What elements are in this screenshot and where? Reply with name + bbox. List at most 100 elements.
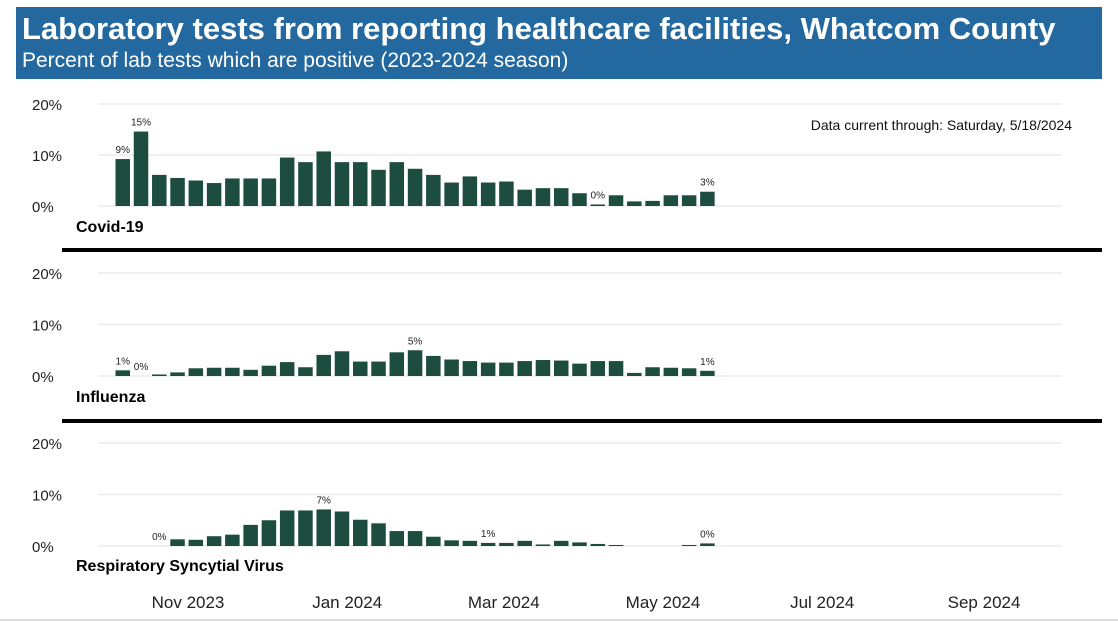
bar: [462, 540, 478, 546]
x-tick-label: Sep 2024: [948, 593, 1021, 612]
bar: [663, 367, 679, 376]
bar: [170, 177, 185, 206]
header-banner: Laboratory tests from reporting healthca…: [16, 7, 1102, 79]
bar: [590, 361, 606, 376]
bar: [170, 372, 185, 376]
y-tick-label: 20%: [32, 436, 62, 453]
bar: [152, 374, 167, 376]
panel-title: Respiratory Syncytial Virus: [76, 558, 284, 575]
bar: [444, 359, 459, 376]
data-label: 5%: [408, 336, 423, 347]
bar: [407, 168, 423, 206]
bar: [608, 544, 624, 546]
bar: [681, 544, 697, 546]
y-tick-label: 0%: [32, 199, 54, 216]
bar: [371, 361, 386, 376]
bar: [645, 367, 660, 376]
bar: [553, 360, 569, 376]
bar: [225, 534, 240, 546]
bar: [261, 178, 277, 206]
x-tick-label: Jul 2024: [790, 593, 854, 612]
bar: [353, 519, 368, 546]
data-label: 7%: [316, 495, 331, 506]
bar: [407, 531, 423, 546]
bar: [389, 162, 405, 206]
bar: [608, 361, 624, 376]
data-label: 9%: [116, 145, 131, 156]
bar: [700, 191, 715, 206]
data-label: 0%: [591, 190, 606, 201]
bar: [206, 367, 222, 376]
bar: [353, 361, 368, 376]
data-label: 1%: [481, 529, 496, 540]
bar: [480, 362, 496, 376]
y-tick-label: 10%: [32, 488, 62, 505]
panel-title: Influenza: [76, 389, 145, 406]
data-label: 0%: [700, 529, 715, 540]
bar: [170, 539, 185, 546]
bar: [681, 368, 697, 376]
bar: [499, 542, 514, 546]
bar: [206, 183, 222, 206]
bar: [353, 162, 368, 206]
bar: [334, 351, 350, 376]
bar: [115, 370, 130, 376]
bar: [572, 363, 587, 376]
bar: [553, 188, 569, 206]
bar: [553, 540, 569, 546]
bar: [572, 542, 587, 546]
data-label: 1%: [116, 356, 131, 367]
bar: [261, 365, 277, 376]
y-tick-label: 10%: [32, 318, 62, 335]
bar: [279, 362, 295, 376]
bar: [279, 157, 295, 206]
bar: [426, 536, 441, 546]
bar: [298, 510, 313, 546]
bar: [535, 188, 551, 206]
data-label: 0%: [134, 362, 149, 373]
bar: [389, 352, 405, 376]
bar: [243, 178, 258, 206]
bar: [700, 543, 715, 546]
bar: [225, 178, 240, 206]
page-title: Laboratory tests from reporting healthca…: [22, 11, 1056, 46]
x-tick-label: Jan 2024: [312, 593, 382, 612]
bar: [298, 162, 313, 206]
y-tick-label: 10%: [32, 148, 62, 165]
bar: [225, 367, 240, 376]
bar: [535, 360, 551, 376]
bar: [298, 367, 313, 376]
bar: [279, 510, 295, 546]
panel-title: Covid-19: [76, 219, 144, 236]
bar: [206, 536, 222, 546]
bar: [407, 350, 423, 376]
bar: [389, 531, 405, 546]
bar: [444, 540, 459, 546]
bar: [316, 509, 331, 546]
bar: [517, 189, 532, 206]
data-current-note: Data current through: Saturday, 5/18/202…: [811, 117, 1072, 133]
x-tick-label: Nov 2023: [152, 593, 225, 612]
bar: [572, 193, 587, 206]
bar: [188, 368, 204, 376]
bar: [645, 200, 660, 206]
bar: [480, 542, 496, 546]
bar: [152, 174, 167, 206]
bar: [663, 195, 679, 206]
bar: [627, 372, 642, 376]
bar: [517, 540, 532, 546]
bar: [188, 539, 204, 546]
bar: [444, 182, 459, 206]
y-tick-label: 20%: [32, 266, 62, 283]
bar: [334, 511, 350, 546]
bar: [480, 182, 496, 206]
bar: [499, 362, 514, 376]
y-tick-label: 0%: [32, 369, 54, 386]
bar: [133, 131, 149, 206]
bar: [535, 544, 551, 546]
bar: [426, 174, 441, 206]
page-subtitle: Percent of lab tests which are positive …: [22, 49, 569, 72]
x-tick-label: May 2024: [626, 593, 701, 612]
bar: [499, 181, 514, 206]
